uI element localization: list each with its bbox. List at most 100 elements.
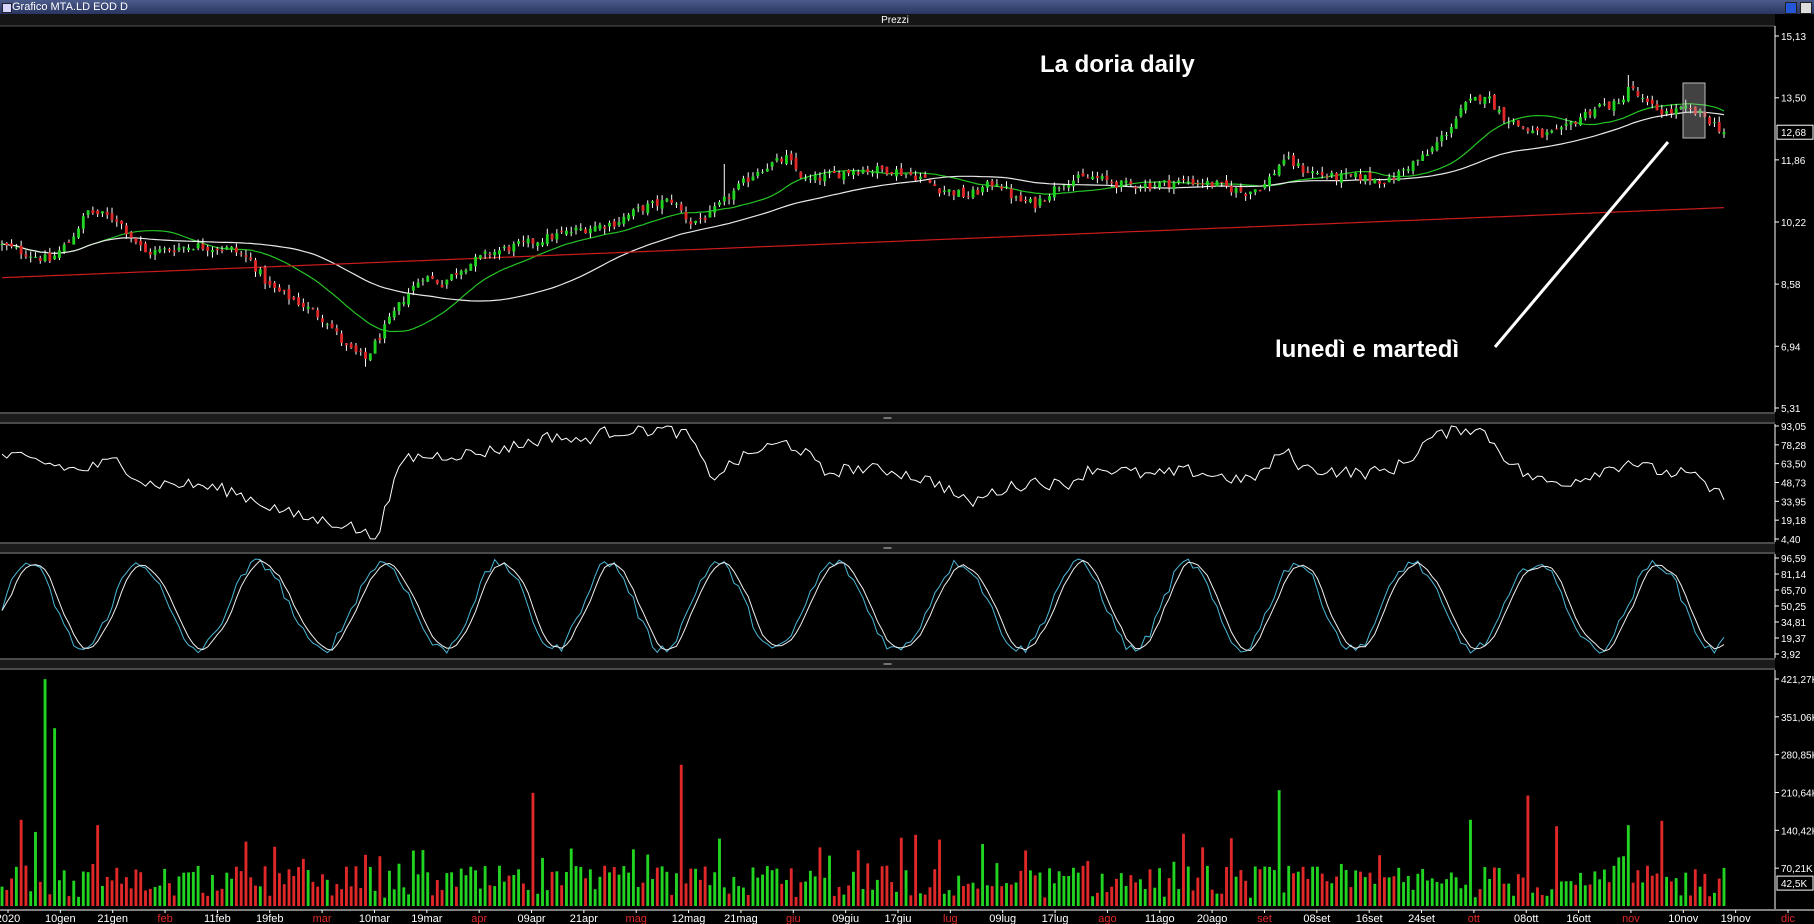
- y-tick-label: 50,25: [1781, 602, 1806, 613]
- candle: [158, 245, 162, 254]
- volume-bar: [1306, 878, 1310, 906]
- candle: [215, 246, 219, 255]
- candle: [450, 274, 454, 282]
- candle-body: [1392, 177, 1396, 180]
- candle-body: [938, 188, 941, 194]
- candle-body: [411, 285, 415, 291]
- volume-bar: [1100, 873, 1104, 906]
- candle: [148, 248, 152, 259]
- volume-bar: [1459, 888, 1463, 906]
- candle: [933, 180, 937, 187]
- x-tick-label: 21apr: [570, 913, 598, 924]
- volume-bar: [48, 894, 52, 906]
- candle: [1272, 169, 1276, 176]
- candle-body: [124, 225, 128, 235]
- candle-body: [1311, 171, 1315, 174]
- volume-bar: [1660, 820, 1664, 906]
- candle-body: [1043, 200, 1047, 202]
- x-tick-label: 08set: [1303, 913, 1330, 924]
- candle: [541, 238, 544, 248]
- candle-body: [512, 243, 516, 252]
- candle-body: [1483, 97, 1487, 104]
- volume-bar: [1550, 889, 1554, 906]
- volume-bar: [397, 863, 401, 906]
- candle: [641, 204, 645, 215]
- candle-body: [469, 263, 473, 271]
- volume-bar: [1641, 882, 1645, 906]
- candle: [1186, 176, 1190, 185]
- volume-bar: [1674, 878, 1678, 906]
- candle-body: [115, 219, 119, 222]
- candle-body: [91, 210, 95, 214]
- candle-body: [1502, 107, 1506, 121]
- candle: [1569, 120, 1573, 130]
- candle-body: [942, 190, 946, 192]
- volume-bar: [1196, 877, 1200, 906]
- candle: [1382, 182, 1386, 188]
- volume-bar: [938, 839, 941, 906]
- volume-bar: [1583, 885, 1587, 906]
- candle: [727, 193, 731, 205]
- candle-body: [1674, 108, 1678, 115]
- volume-bar: [579, 867, 583, 906]
- candle-body: [38, 257, 42, 261]
- candle-body: [330, 323, 334, 328]
- x-tick-label: 10mar: [359, 913, 391, 924]
- candle-body: [10, 243, 14, 247]
- volume-bar: [1105, 892, 1109, 906]
- candle: [172, 244, 176, 257]
- candle-body: [474, 256, 477, 267]
- y-tick-label: 3,92: [1781, 650, 1801, 661]
- candle-body: [1488, 96, 1492, 99]
- close-button[interactable]: [1800, 2, 1812, 14]
- candle-body: [297, 297, 301, 305]
- candle-body: [794, 157, 798, 170]
- candle-body: [1028, 198, 1032, 203]
- candle: [751, 172, 755, 181]
- candle: [1464, 101, 1468, 114]
- candle-body: [1000, 186, 1004, 189]
- candle: [976, 187, 980, 195]
- candle: [1402, 167, 1405, 176]
- volume-bar: [1593, 871, 1597, 906]
- candle-body: [43, 254, 47, 262]
- candle: [1483, 96, 1487, 109]
- volume-bar: [1536, 887, 1539, 906]
- candle: [942, 185, 946, 195]
- minimize-button[interactable]: [1785, 2, 1797, 14]
- volume-bar: [1579, 872, 1582, 906]
- candle: [101, 211, 104, 218]
- candle-body: [603, 226, 607, 229]
- volume-bar: [794, 896, 798, 906]
- candle: [861, 166, 865, 175]
- candle-body: [19, 245, 23, 255]
- candle: [1555, 124, 1559, 130]
- candle-body: [373, 340, 377, 354]
- candle-body: [875, 166, 879, 174]
- candle: [1674, 103, 1678, 119]
- candle-body: [86, 210, 90, 215]
- candle-body: [593, 226, 597, 232]
- volume-bar: [914, 834, 918, 906]
- candle-body: [1607, 101, 1611, 109]
- candle-body: [770, 162, 774, 167]
- candle-body: [1536, 127, 1539, 131]
- volume-bar: [268, 895, 272, 906]
- candle: [330, 320, 334, 329]
- volume-bar: [402, 887, 406, 906]
- candle: [1516, 120, 1520, 127]
- candle: [1153, 181, 1157, 190]
- volume-bar: [1363, 877, 1367, 906]
- candle: [1005, 181, 1008, 190]
- volume-bar: [67, 896, 71, 906]
- candle-body: [1244, 193, 1248, 197]
- candle-body: [1526, 128, 1530, 132]
- volume-bar: [62, 870, 66, 906]
- candle-body: [1315, 173, 1319, 175]
- volume-bar: [1617, 857, 1621, 906]
- candle-body: [177, 247, 181, 251]
- x-tick-label: 09apr: [517, 913, 545, 924]
- volume-bar: [1488, 878, 1492, 906]
- volume-bar: [665, 871, 669, 906]
- volume-bar: [1502, 883, 1506, 906]
